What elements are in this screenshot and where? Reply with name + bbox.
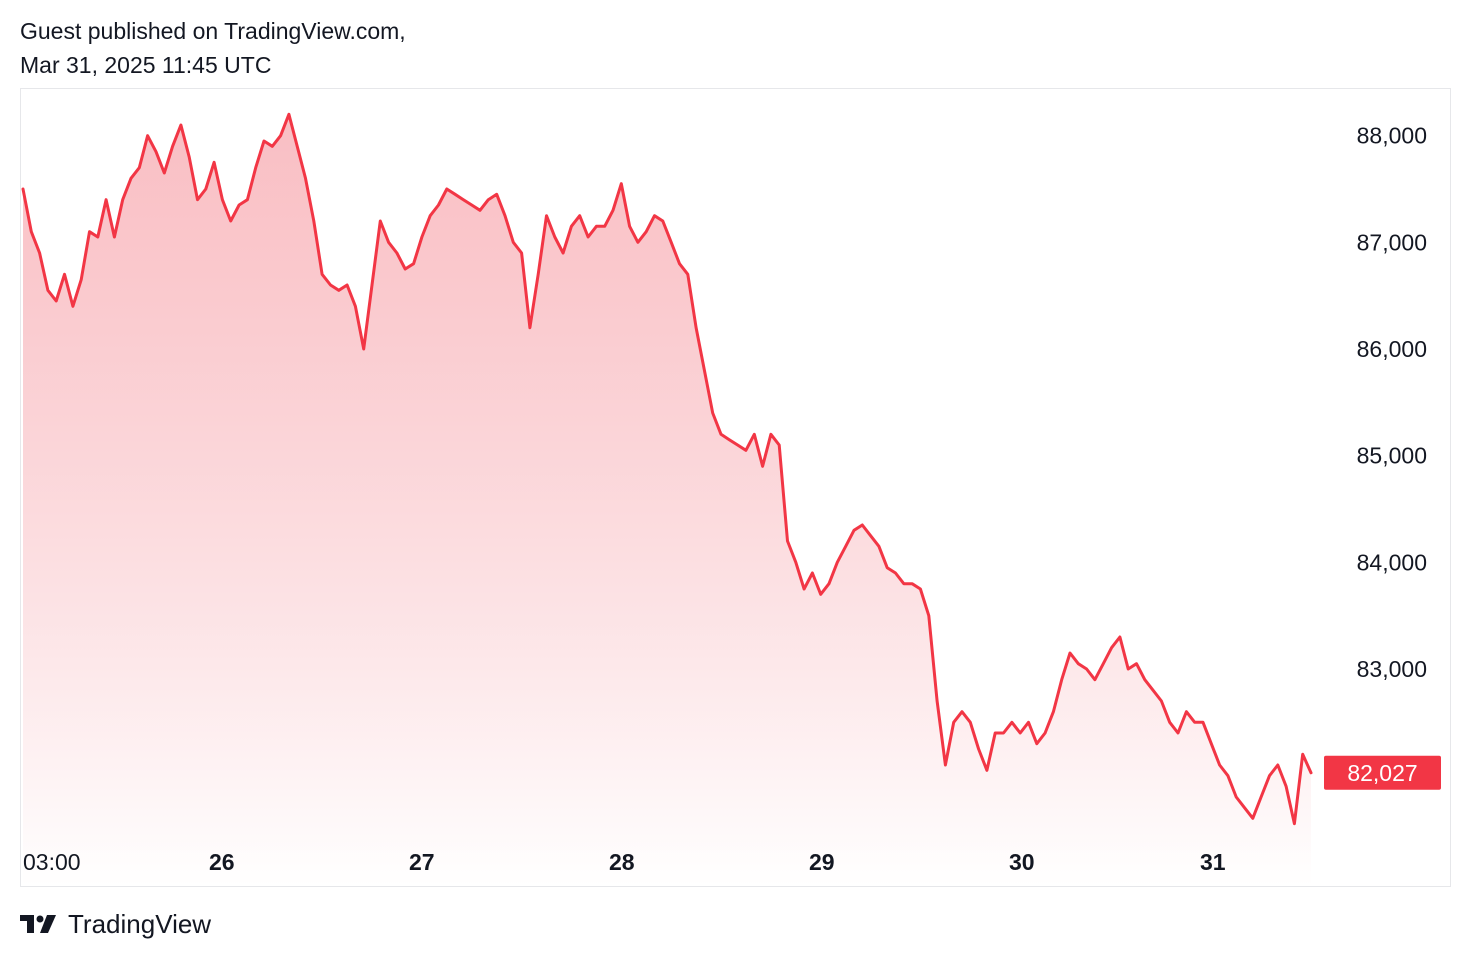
y-tick-label: 87,000 — [1357, 229, 1427, 255]
x-tick-label: 31 — [1200, 849, 1226, 875]
x-tick-label: 30 — [1009, 849, 1035, 875]
x-axis[interactable]: 03:00 26 27 28 29 30 31 — [23, 849, 1226, 875]
last-price-badge-bg — [1324, 755, 1441, 790]
publish-timestamp: Mar 31, 2025 11:45 UTC — [20, 52, 272, 78]
last-price-badge: 82,027 — [1324, 755, 1441, 790]
tradingview-logo-icon — [20, 915, 56, 933]
chart-header: Guest published on TradingView.com, Mar … — [20, 14, 406, 82]
footer-brand[interactable]: TradingView — [20, 904, 211, 944]
y-tick-label: 86,000 — [1357, 336, 1427, 362]
last-price-label: 82,027 — [1347, 760, 1417, 786]
x-tick-label: 29 — [809, 849, 835, 875]
x-tick-label: 28 — [609, 849, 635, 875]
y-tick-label: 88,000 — [1357, 123, 1427, 149]
y-tick-label: 84,000 — [1357, 549, 1427, 575]
x-tick-label: 27 — [409, 849, 435, 875]
x-tick-label: 26 — [209, 849, 235, 875]
price-line — [21, 112, 1313, 826]
price-chart[interactable]: 83,000 84,000 85,000 86,000 87,000 88,000 03:… — [21, 89, 1452, 888]
x-tick-label: 03:00 — [23, 849, 81, 875]
y-axis[interactable]: 83,000 84,000 85,000 86,000 87,000 88,000 — [1357, 123, 1427, 682]
footer-brand-name: TradingView — [68, 908, 212, 939]
y-tick-label: 85,000 — [1357, 443, 1427, 469]
y-tick-label: 83,000 — [1357, 656, 1427, 682]
price-area-fill — [23, 114, 1311, 887]
chart-frame: 83,000 84,000 85,000 86,000 87,000 88,000 03:… — [20, 88, 1451, 887]
publisher-text: Guest published on TradingView.com, — [20, 18, 406, 44]
